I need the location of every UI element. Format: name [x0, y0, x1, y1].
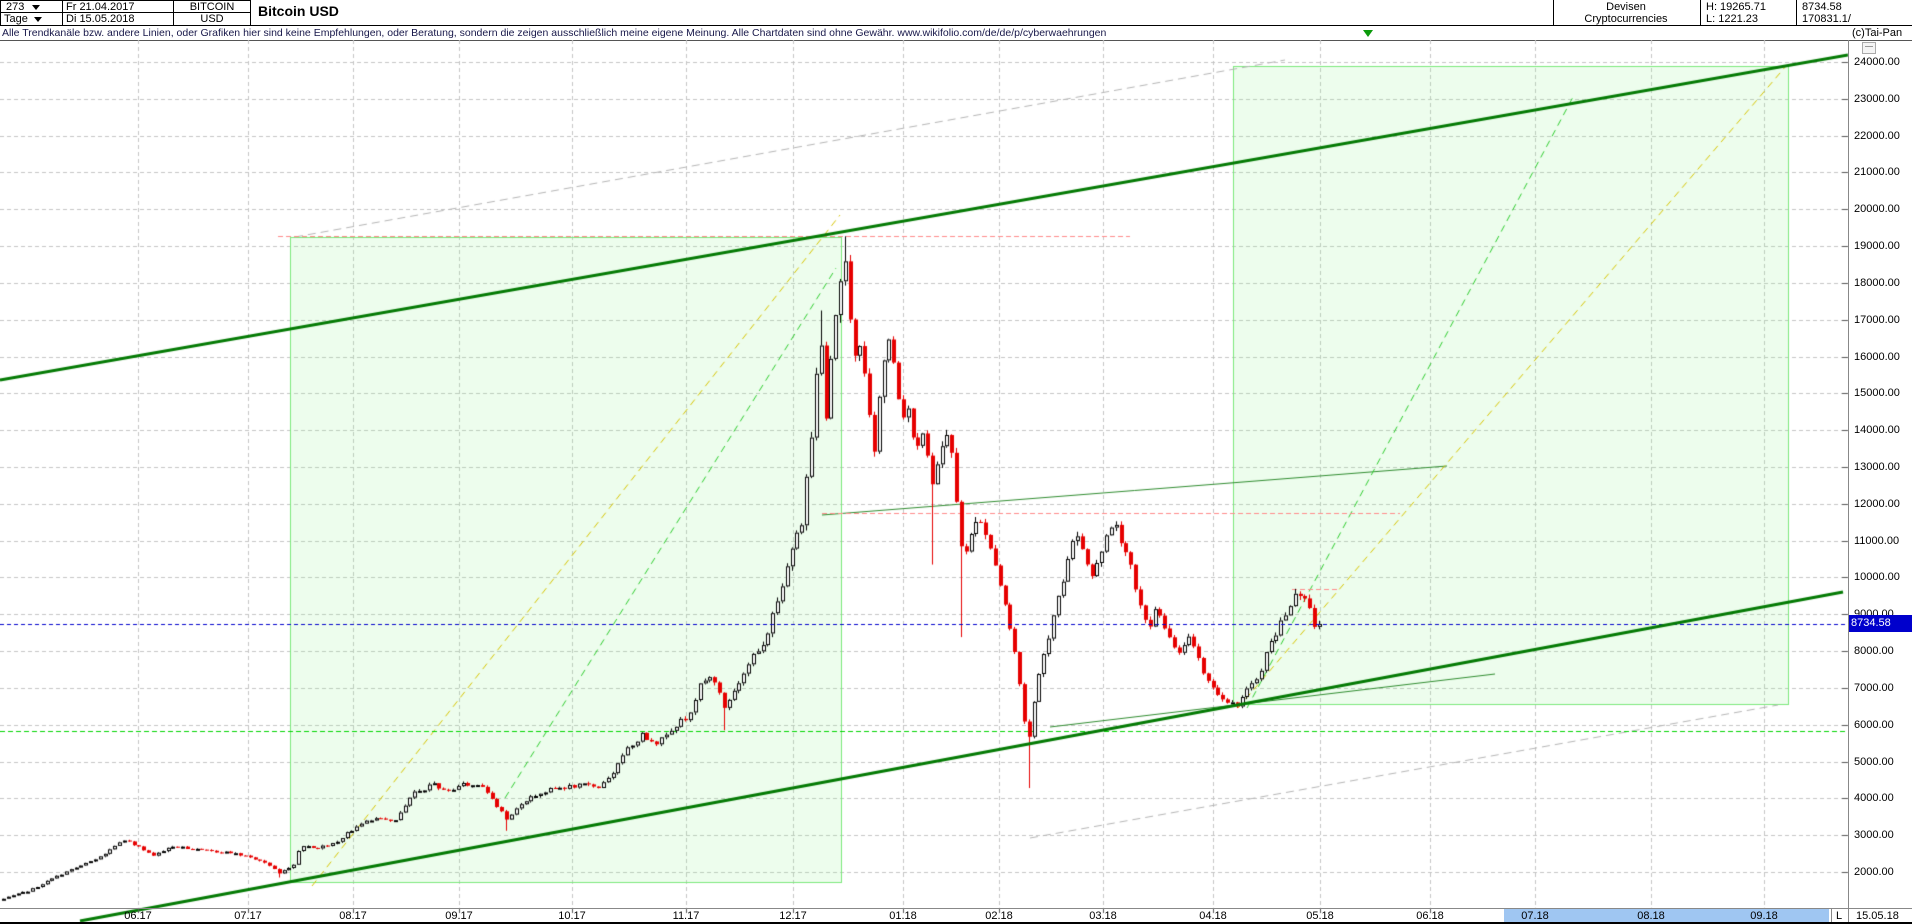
y-axis-line: [1848, 40, 1849, 924]
y-axis-label: 4000.00: [1854, 792, 1894, 805]
symbol-currency: USD: [200, 13, 224, 25]
range-high: H: 19265.71: [1706, 1, 1766, 13]
marker-triangle-icon: [1363, 30, 1373, 37]
y-axis-label: 24000.00: [1854, 56, 1900, 68]
divider: [0, 25, 1912, 26]
divider: [1831, 908, 1832, 924]
divider: [173, 0, 174, 25]
axis-last-date: 15.05.18: [1856, 910, 1899, 922]
date-from[interactable]: Fr 21.04.2017: [66, 1, 135, 13]
x-axis-label: 07.17: [234, 910, 262, 922]
x-axis-label: 01.18: [889, 910, 917, 922]
y-axis-label: 11000.00: [1854, 534, 1900, 547]
y-axis-label: 18000.00: [1854, 276, 1900, 289]
copyright-label: (c)Tai-Pan: [1852, 27, 1903, 39]
y-axis-label: 10000.00: [1854, 571, 1900, 584]
x-axis-label: 05.18: [1306, 910, 1334, 922]
y-axis-label: 13000.00: [1854, 461, 1900, 473]
divider: [62, 0, 63, 25]
last-price-badge: 8734.58: [1849, 615, 1912, 632]
category-group: Cryptocurrencies: [1584, 13, 1668, 25]
y-axis-label: 7000.00: [1854, 681, 1894, 694]
x-axis-label: 02.18: [985, 910, 1013, 922]
divider: [0, 12, 250, 13]
header-volume: 170831.1/: [1802, 13, 1851, 25]
y-axis-label: 21000.00: [1854, 166, 1900, 179]
divider: [1848, 908, 1849, 924]
date-to[interactable]: Di 15.05.2018: [66, 13, 135, 25]
x-axis-label: 12.17: [779, 910, 807, 922]
price-chart-canvas[interactable]: [0, 40, 1912, 924]
y-axis-label: 12000.00: [1854, 497, 1900, 510]
period-dropdown[interactable]: Tage: [4, 13, 42, 25]
x-axis-label: 06.17: [124, 910, 152, 922]
axis-l-marker: L: [1836, 910, 1843, 922]
period-value: Tage: [4, 13, 28, 25]
x-axis-label: 06.18: [1416, 910, 1444, 922]
collapse-button[interactable]: [1862, 42, 1876, 54]
y-axis-label: 16000.00: [1854, 350, 1900, 363]
range-low: L: 1221.23: [1706, 13, 1758, 25]
x-axis-label: 11.17: [672, 910, 700, 922]
divider: [1700, 0, 1701, 25]
axis-highlight-band[interactable]: [1504, 909, 1829, 923]
category-segment: Devisen: [1606, 1, 1646, 13]
y-axis-label: 23000.00: [1854, 92, 1900, 105]
chevron-down-icon: [32, 5, 41, 10]
y-axis-label: 2000.00: [1854, 866, 1894, 878]
x-axis-label: 09.17: [445, 910, 473, 922]
x-axis-label: 07.18: [1521, 910, 1549, 922]
divider: [0, 0, 250, 1]
header-last-price: 8734.58: [1802, 1, 1842, 13]
y-axis-label: 17000.00: [1854, 313, 1900, 326]
x-axis-label: 09.18: [1750, 910, 1778, 922]
x-axis-label: 04.18: [1199, 910, 1227, 922]
page-title: Bitcoin USD: [258, 3, 339, 19]
x-axis-line: [0, 908, 1912, 909]
divider: [1796, 0, 1797, 25]
window-bottom-edge: [0, 922, 1912, 924]
y-axis-label: 6000.00: [1854, 718, 1894, 731]
bars-count-value: 273: [6, 1, 25, 13]
y-axis-label: 20000.00: [1854, 203, 1900, 216]
y-axis-label: 15000.00: [1854, 387, 1900, 400]
divider: [250, 0, 251, 25]
x-axis-label: 03.18: [1089, 910, 1117, 922]
x-axis-label: 10.17: [558, 910, 586, 922]
y-axis-label: 14000.00: [1854, 424, 1900, 437]
symbol-name: BITCOIN: [189, 1, 235, 13]
bars-count-dropdown[interactable]: 273: [6, 1, 41, 13]
x-axis-label: 08.18: [1637, 910, 1665, 922]
y-axis-label: 3000.00: [1854, 829, 1894, 842]
disclaimer-text: Alle Trendkanäle bzw. andere Linien, ode…: [2, 27, 1107, 39]
divider: [1553, 0, 1554, 25]
divider: [0, 0, 1, 25]
x-axis-label: 08.17: [339, 910, 367, 922]
y-axis-label: 22000.00: [1854, 129, 1900, 142]
y-axis-label: 19000.00: [1854, 240, 1900, 253]
y-axis-label: 8000.00: [1854, 645, 1894, 658]
chevron-down-icon: [33, 17, 42, 22]
y-axis-label: 5000.00: [1854, 755, 1894, 768]
